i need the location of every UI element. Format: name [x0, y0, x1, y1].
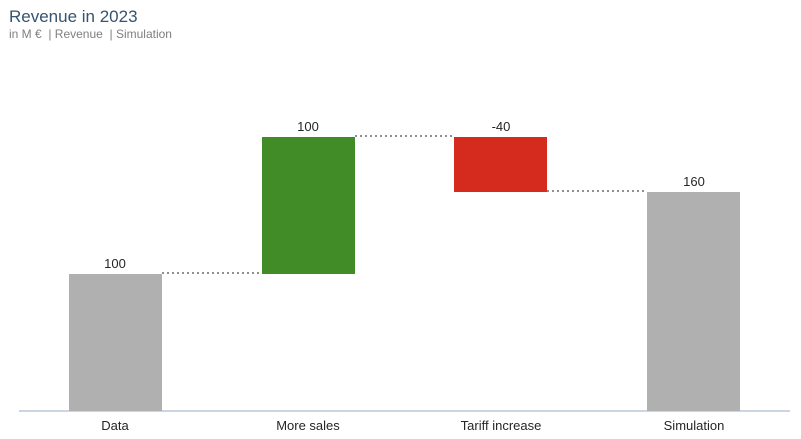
bar-more-sales[interactable]	[262, 137, 355, 274]
connector-3	[547, 190, 647, 192]
value-label-tariff-increase: -40	[491, 119, 511, 134]
value-label-more-sales: 100	[297, 119, 319, 134]
value-label-data: 100	[104, 256, 126, 271]
category-label-more-sales: More sales	[276, 418, 340, 433]
bar-data[interactable]	[69, 274, 162, 411]
chart-title: Revenue in 2023	[9, 7, 138, 26]
chart-subtitle: in M € | Revenue | Simulation	[9, 27, 172, 41]
category-label-simulation: Simulation	[663, 418, 725, 433]
connector-1	[162, 272, 262, 274]
x-axis-line	[19, 410, 790, 412]
category-label-data: Data	[101, 418, 129, 433]
bar-tariff-increase[interactable]	[454, 137, 547, 192]
category-label-tariff-increase: Tariff increase	[460, 418, 542, 433]
value-label-simulation: 160	[683, 174, 705, 189]
bar-simulation[interactable]	[647, 192, 740, 411]
connector-2	[355, 135, 454, 137]
chart-header: Revenue in 2023 in M € | Revenue | Simul…	[9, 7, 172, 41]
